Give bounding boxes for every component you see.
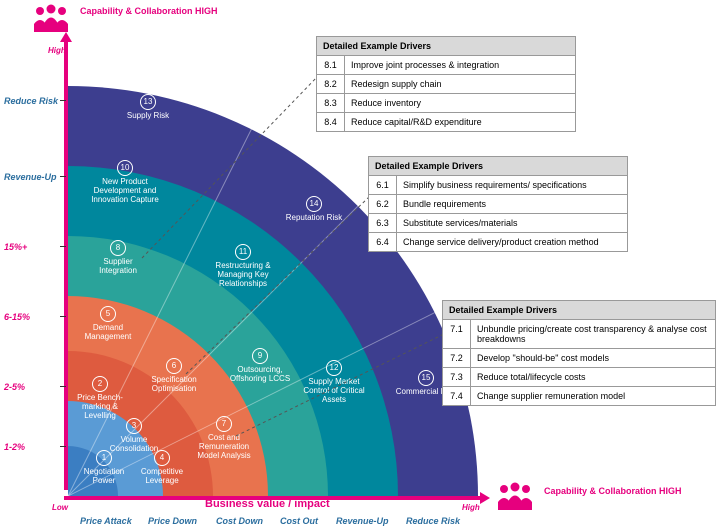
drivers-table-2: Detailed Example Drivers 6.1Simplify bus… xyxy=(368,156,628,252)
drivers-table-3: Detailed Example Drivers 7.1Unbundle pri… xyxy=(442,300,716,406)
table-title: Detailed Example Drivers xyxy=(369,157,627,176)
diagram-stage: Capability & Collaboration HIGH Capabili… xyxy=(0,0,728,528)
drivers-table-1: Detailed Example Drivers 8.1Improve join… xyxy=(316,36,576,132)
table-title: Detailed Example Drivers xyxy=(443,301,715,320)
table-title: Detailed Example Drivers xyxy=(317,37,575,56)
